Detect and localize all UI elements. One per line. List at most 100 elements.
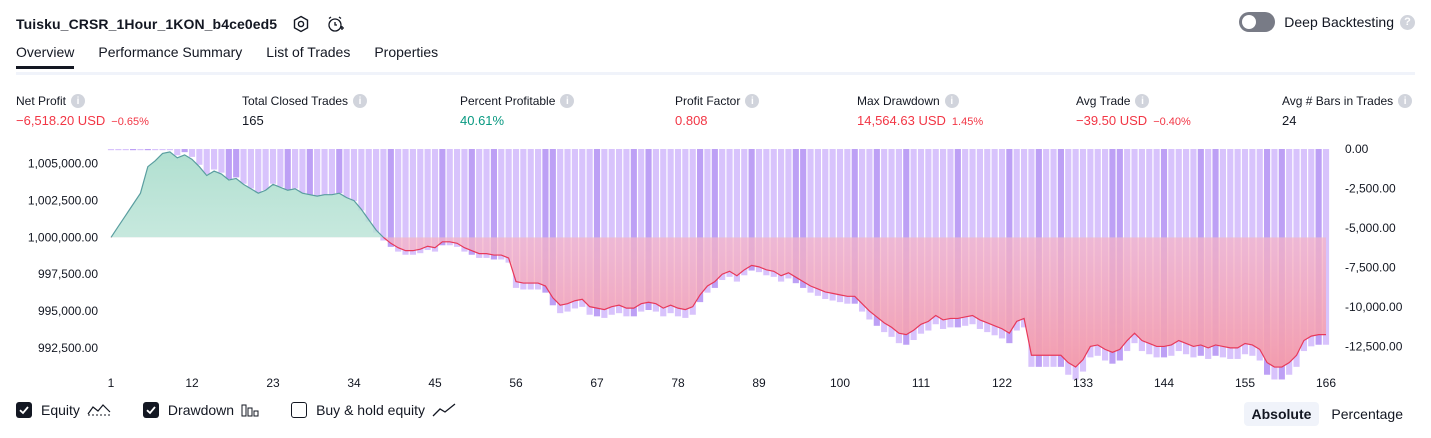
equity-drawdown-chart[interactable]: 1,005,000.00 1,002,500.00 1,000,000.00 997,… bbox=[0, 140, 1431, 395]
metric-sub-value: 1.45% bbox=[951, 116, 984, 128]
drawdown-bar bbox=[807, 149, 814, 293]
drawdown-bar bbox=[586, 149, 593, 315]
legend-label: Buy & hold equity bbox=[316, 402, 426, 418]
drawdown-bar bbox=[557, 149, 564, 314]
info-icon[interactable]: i bbox=[353, 94, 368, 108]
drawdown-bar bbox=[328, 149, 335, 195]
drawdown-bar bbox=[836, 149, 844, 303]
drawdown-bar bbox=[535, 149, 542, 290]
drawdown-bar bbox=[115, 149, 122, 151]
mode-percentage-button[interactable]: Percentage bbox=[1331, 406, 1403, 422]
drawdown-bar bbox=[255, 149, 262, 194]
drawdown-bar bbox=[137, 149, 144, 151]
metric-value: −6,518.20 USD bbox=[16, 113, 106, 128]
drawdown-bar bbox=[814, 149, 821, 296]
metric-total-closed-trades: Total Closed Trades i 165 bbox=[242, 94, 368, 128]
x-axis-tick-label: 34 bbox=[347, 376, 361, 390]
x-axis-tick-label: 89 bbox=[752, 376, 766, 390]
drawdown-bar bbox=[579, 149, 586, 307]
equity-line-negative bbox=[111, 237, 1326, 368]
left-axis-tick-label: 1,000,000.00 bbox=[28, 230, 98, 244]
drawdown-bar bbox=[608, 149, 615, 315]
metric-label: Avg Trade bbox=[1076, 94, 1131, 108]
drawdown-bar bbox=[638, 149, 645, 312]
legend-equity[interactable]: Equity bbox=[16, 402, 111, 418]
drawdown-bar bbox=[424, 149, 431, 251]
drawdown-bar bbox=[498, 149, 505, 260]
metric-value: −39.50 USD bbox=[1076, 113, 1148, 128]
metric-label: Avg # Bars in Trades bbox=[1282, 94, 1394, 108]
deep-backtesting-label: Deep Backtesting bbox=[1284, 14, 1394, 30]
drawdown-bar bbox=[365, 149, 372, 222]
metric-label: Total Closed Trades bbox=[242, 94, 349, 108]
drawdown-bar bbox=[763, 149, 770, 276]
help-icon[interactable]: ? bbox=[1400, 14, 1415, 30]
drawdown-bar bbox=[593, 149, 601, 317]
drawdown-bar bbox=[527, 149, 534, 290]
x-axis-tick-label: 78 bbox=[671, 376, 685, 390]
deep-backtesting-toggle[interactable] bbox=[1239, 12, 1276, 32]
info-icon[interactable]: i bbox=[745, 94, 760, 108]
drawdown-bar bbox=[682, 149, 689, 318]
drawdown-bar bbox=[159, 149, 166, 151]
info-icon[interactable]: i bbox=[1398, 94, 1413, 108]
alarm-add-icon[interactable] bbox=[325, 14, 345, 34]
drawdown-bar bbox=[122, 149, 129, 151]
left-axis-tick-label: 1,002,500.00 bbox=[28, 194, 98, 208]
drawdown-bar bbox=[203, 149, 210, 175]
drawdown-bar bbox=[873, 149, 880, 326]
info-icon[interactable]: i bbox=[71, 94, 86, 108]
drawdown-bar bbox=[564, 149, 571, 312]
metric-avg-bars-in-trades: Avg # Bars in Trades i 24 bbox=[1282, 94, 1413, 128]
x-axis-tick-label: 1 bbox=[108, 376, 115, 390]
drawdown-bar bbox=[704, 149, 711, 293]
tab-bar: Overview Performance Summary List of Tra… bbox=[16, 44, 462, 69]
drawdown-bar bbox=[343, 149, 350, 198]
buy-hold-line-icon bbox=[432, 402, 456, 418]
drawdown-bar bbox=[299, 149, 306, 194]
info-icon[interactable]: i bbox=[944, 94, 959, 108]
left-axis-tick-label: 1,005,000.00 bbox=[28, 157, 98, 171]
tab-performance-summary[interactable]: Performance Summary bbox=[98, 44, 243, 60]
left-axis-tick-label: 997,500.00 bbox=[38, 267, 98, 281]
metric-net-profit: Net Profit i −6,518.20 USD −0.65% bbox=[16, 94, 149, 128]
drawdown-bar bbox=[711, 149, 718, 288]
info-icon[interactable]: i bbox=[1135, 94, 1150, 108]
drawdown-bar bbox=[674, 149, 682, 317]
right-axis-tick-label: 0.00 bbox=[1345, 142, 1369, 156]
drawdown-bar bbox=[667, 149, 674, 314]
strategy-header: Tuisku_CRSR_1Hour_1KON_b4ce0ed5 bbox=[16, 10, 345, 38]
equity-area-negative bbox=[383, 237, 1326, 368]
checkbox-checked-icon[interactable] bbox=[142, 402, 159, 418]
drawdown-bar bbox=[262, 149, 269, 191]
legend-buy-hold-equity[interactable]: Buy & hold equity bbox=[291, 402, 456, 418]
drawdown-bar bbox=[461, 149, 468, 252]
right-axis-tick-label: -10,000.00 bbox=[1345, 300, 1403, 314]
checkbox-unchecked-icon[interactable] bbox=[291, 402, 308, 418]
drawdown-bar bbox=[571, 149, 578, 309]
legend-drawdown[interactable]: Drawdown bbox=[142, 402, 259, 418]
drawdown-bar bbox=[181, 149, 188, 153]
right-axis-tick-label: -12,500.00 bbox=[1345, 339, 1403, 353]
drawdown-bar bbox=[549, 149, 556, 306]
drawdown-bar bbox=[196, 149, 203, 165]
tab-overview[interactable]: Overview bbox=[16, 44, 75, 69]
x-axis-tick-label: 100 bbox=[830, 376, 850, 390]
drawdown-bar bbox=[770, 149, 777, 277]
drawdown-bar bbox=[166, 149, 173, 151]
drawdown-bar bbox=[409, 149, 416, 255]
info-icon[interactable]: i bbox=[560, 94, 575, 108]
tab-list-of-trades[interactable]: List of Trades bbox=[266, 44, 351, 60]
x-axis-tick-label: 12 bbox=[185, 376, 199, 390]
checkbox-checked-icon[interactable] bbox=[16, 402, 32, 418]
mode-absolute-button[interactable]: Absolute bbox=[1243, 402, 1320, 426]
drawdown-bar bbox=[505, 149, 512, 263]
metric-value: 14,564.63 USD bbox=[857, 113, 946, 128]
drawdown-bar bbox=[233, 149, 240, 178]
settings-icon[interactable] bbox=[291, 14, 311, 34]
drawdown-bar bbox=[417, 149, 424, 254]
tab-properties[interactable]: Properties bbox=[374, 44, 439, 60]
drawdown-bar bbox=[697, 149, 704, 303]
metric-label: Net Profit bbox=[16, 94, 67, 108]
drawdown-bar bbox=[284, 149, 291, 191]
